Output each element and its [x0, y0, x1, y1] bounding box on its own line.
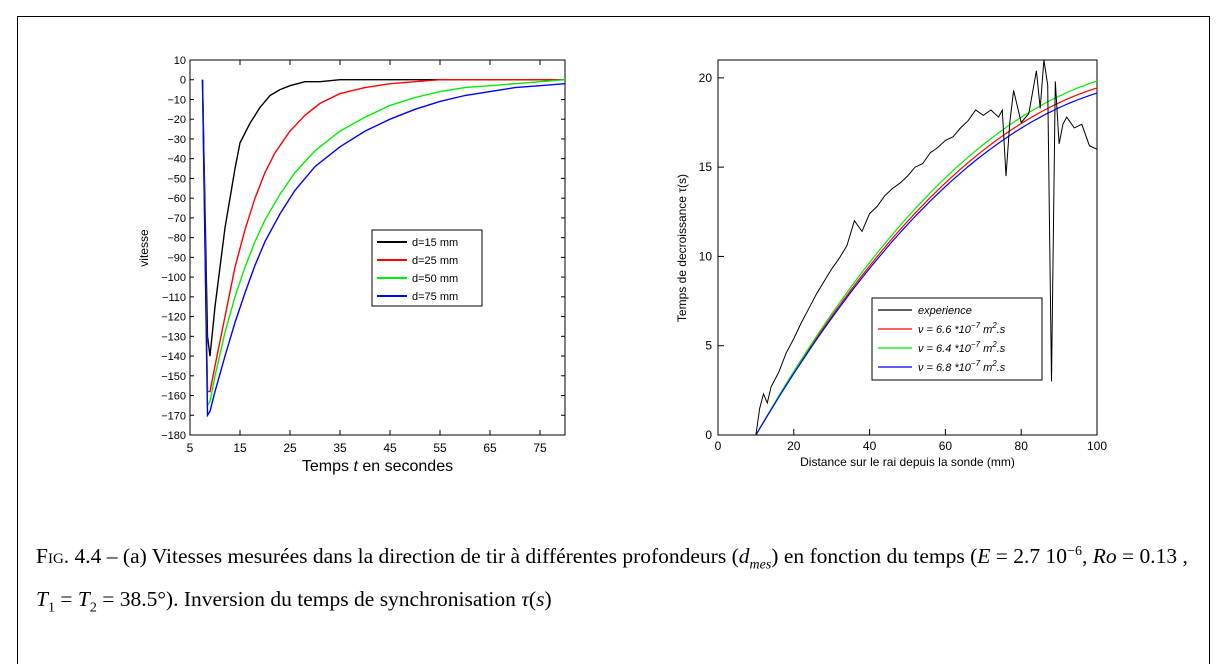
caption-E-exponent: −6 — [1067, 544, 1082, 559]
caption-T1-subscript: 1 — [47, 600, 55, 616]
y-tick-label: −100 — [161, 272, 186, 284]
figure-frame — [17, 16, 1210, 664]
fit-curve — [755, 87, 1098, 436]
x-tick-label: 35 — [333, 441, 347, 455]
caption-tau-close: ) — [544, 587, 552, 612]
x-tick-label: 15 — [233, 441, 247, 455]
series-group — [201, 78, 566, 418]
y-tick-label: 5 — [705, 339, 712, 353]
caption-dash: – — [101, 544, 123, 569]
legend-label: ν = 6.4 *10−7 m2.s — [918, 340, 1006, 355]
chart-velocity: 5 15 25 35 45 55 65 75 10 0 −10 −20 −30 −40 −50 −60 −70 −… — [137, 55, 566, 475]
y-tick-label: −10 — [167, 94, 186, 106]
x-tick-label: 100 — [1087, 439, 1107, 453]
x-tick-label: 40 — [863, 439, 877, 453]
x-tick-label: 25 — [283, 441, 297, 455]
caption-E-symbol: E — [977, 544, 991, 569]
caption-T1-symbol: T — [36, 587, 48, 612]
y-tick-label: −110 — [162, 292, 186, 304]
series-group — [755, 59, 1098, 436]
caption-Ro-symbol: Ro — [1092, 544, 1117, 569]
caption-number: 4.4 — [74, 544, 102, 569]
caption-E-value: = 2.7 10 — [990, 544, 1068, 569]
y-tick-label: 10 — [699, 249, 713, 263]
caption-s-symbol: s — [536, 587, 545, 612]
y-tick-label: −120 — [161, 312, 186, 324]
caption-d-subscript: mes — [749, 557, 772, 573]
legend-label: d=15 mm — [412, 237, 458, 249]
y-axis-label: vitesse — [137, 229, 151, 267]
x-axis-label: Temps t en secondes — [302, 458, 453, 475]
y-tick-label: 15 — [699, 160, 713, 174]
legend-label: d=50 mm — [412, 273, 458, 285]
series-line — [201, 79, 566, 418]
y-tick-label: −50 — [167, 173, 186, 185]
y-tick-label: −20 — [167, 114, 186, 126]
caption-T-value: = 38.5°). Inversion du temps de synchron… — [96, 587, 522, 612]
caption-Ro-value: = 0.13 , — [1116, 544, 1188, 569]
x-tick-label: 75 — [533, 441, 547, 455]
x-tick-label: 5 — [187, 441, 194, 455]
series-line — [201, 78, 565, 393]
y-tick-label: 0 — [180, 75, 186, 87]
y-tick-label: −80 — [167, 233, 186, 245]
caption-d-symbol: d — [738, 544, 750, 569]
x-axis-label: Distance sur le rai depuis la sonde (mm) — [800, 455, 1015, 469]
caption-T2-symbol: T — [77, 587, 90, 612]
series-line — [201, 79, 566, 408]
y-tick-label: 10 — [174, 55, 186, 67]
caption-text-1: (a) Vitesses mesurées dans la direction … — [122, 544, 739, 569]
y-tick-label: −40 — [167, 154, 186, 166]
figure-caption: Fig. 4.4 – (a) Vitesses mesurées dans la… — [36, 535, 1206, 626]
caption-text-2: ) en fonction du temps ( — [771, 544, 978, 569]
y-tick-label: −150 — [161, 371, 186, 383]
y-tick-label: 20 — [699, 71, 713, 85]
legend-label: ν = 6.6 *10−7 m2.s — [918, 321, 1006, 336]
y-tick-label: −160 — [161, 391, 186, 403]
y-tick-label: −140 — [161, 351, 186, 363]
legend-box — [871, 297, 1043, 381]
caption-sep: , — [1081, 544, 1093, 569]
legend-label: d=75 mm — [412, 291, 458, 303]
y-tick-label: −60 — [167, 193, 186, 205]
y-tick-label: 0 — [705, 428, 712, 442]
plot-area — [717, 59, 1098, 436]
y-tick-label: −130 — [161, 331, 186, 343]
x-tick-label: 20 — [787, 439, 801, 453]
x-tick-label: 80 — [1015, 439, 1029, 453]
fit-curve — [755, 92, 1098, 436]
caption-tau-symbol: τ — [521, 587, 529, 612]
fit-curve — [755, 80, 1098, 436]
y-tick-label: −180 — [161, 430, 186, 442]
caption-label: Fig. — [36, 544, 70, 569]
x-tick-label: 45 — [383, 441, 397, 455]
x-tick-label: 60 — [939, 439, 953, 453]
experience-line — [755, 59, 1098, 436]
y-axis-label: Temps de decroissance τ(s) — [675, 174, 689, 322]
x-tick-label: 55 — [433, 441, 447, 455]
legend-label: d=25 mm — [412, 255, 458, 267]
y-tick-label: −170 — [161, 410, 186, 422]
x-tick-label: 65 — [483, 441, 497, 455]
y-tick-label: −90 — [167, 252, 186, 264]
caption-tau-open: ( — [528, 587, 537, 612]
plot-area — [189, 59, 566, 436]
chart-decay-time: 0 20 40 60 80 100 0 5 10 15 20 Distance sur le rai … — [675, 59, 1107, 469]
caption-equals: = — [54, 587, 78, 612]
y-tick-label: −70 — [167, 213, 186, 225]
caption-T2-subscript: 2 — [89, 600, 97, 616]
x-tick-label: 0 — [715, 439, 722, 453]
series-line — [201, 78, 565, 357]
legend-label: ν = 6.8 *10−7 m2.s — [918, 359, 1006, 374]
legend-label: experience — [918, 305, 972, 317]
y-tick-label: −30 — [167, 134, 186, 146]
